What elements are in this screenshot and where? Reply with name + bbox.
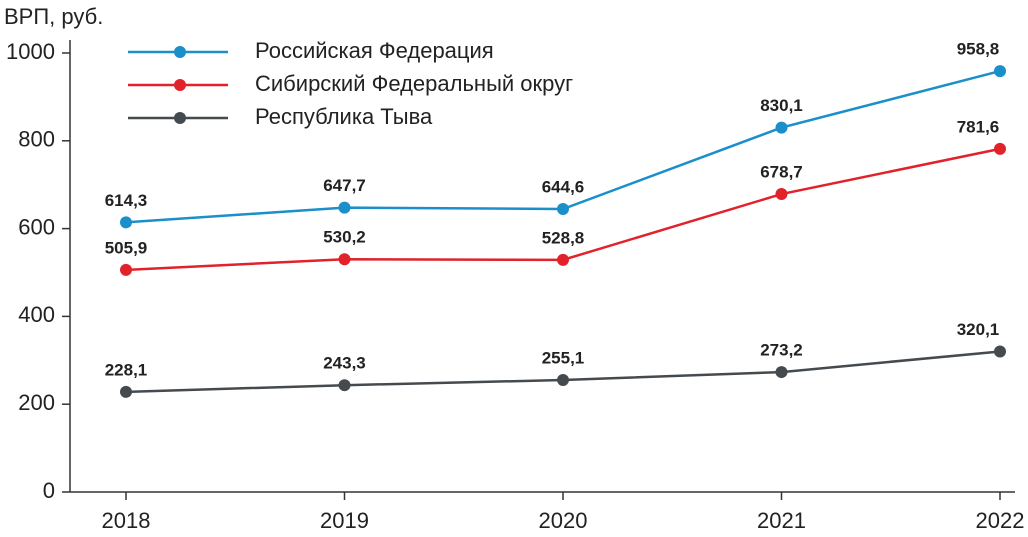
legend-marker [174,112,186,124]
data-point [338,253,351,266]
data-point [120,263,132,276]
data-label: 781,6 [957,117,1000,136]
legend-label: Сибирский Федеральный округ [255,71,573,96]
data-label: 255,1 [542,348,585,367]
data-label: 273,2 [760,341,803,360]
data-point [557,253,569,266]
y-tick-label: 1000 [6,39,55,64]
y-tick-label: 200 [18,390,55,415]
data-point [775,366,788,379]
y-tick-label: 600 [18,214,55,239]
data-point [557,203,569,216]
data-label: 678,7 [760,163,803,182]
data-point [338,379,351,392]
data-point [994,345,1006,358]
data-point [775,188,788,201]
data-label: 243,3 [323,354,366,373]
data-label: 647,7 [323,176,366,195]
x-tick-label: 2021 [757,508,806,533]
y-tick-label: 400 [18,302,55,327]
data-point [775,121,788,134]
data-label: 958,8 [957,40,1000,59]
data-label: 528,8 [542,228,585,247]
data-point [557,374,569,387]
x-tick-label: 2020 [539,508,588,533]
x-tick-label: 2018 [102,508,151,533]
data-label: 644,6 [542,178,585,197]
data-label: 614,3 [105,191,148,210]
x-tick-label: 2022 [976,508,1025,533]
legend-label: Республика Тыва [255,104,433,129]
legend-marker [174,46,186,58]
data-label: 830,1 [760,96,803,115]
x-tick-label: 2019 [320,508,369,533]
data-point [120,385,132,398]
data-label: 228,1 [105,360,148,379]
data-label: 505,9 [105,238,148,257]
data-point [994,142,1006,155]
data-point [120,216,132,229]
legend-marker [174,79,186,91]
legend-label: Российская Федерация [255,38,494,63]
y-axis-title: ВРП, руб. [4,4,103,29]
data-label: 320,1 [957,320,1000,339]
data-point [994,65,1006,78]
data-point [338,201,351,214]
data-label: 530,2 [323,228,366,247]
y-tick-label: 0 [43,478,55,503]
y-tick-label: 800 [18,127,55,152]
